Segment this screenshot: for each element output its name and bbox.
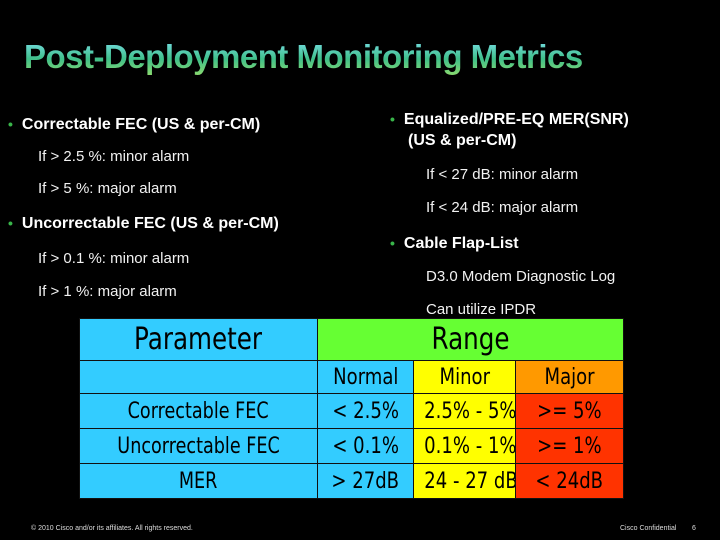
subheader-minor: Minor	[439, 364, 490, 390]
param-cell: MER	[79, 463, 318, 499]
bullet-dot-icon: •	[390, 111, 395, 127]
subheader-major: Major	[544, 364, 595, 390]
normal-value: < 2.5%	[332, 398, 399, 424]
bullet-label: Correctable FEC (US & per-CM)	[21, 116, 261, 133]
bullet-uncorrectable-fec: • Uncorrectable FEC (US & per-CM)	[8, 214, 279, 233]
major-cell: >= 5%	[515, 393, 624, 429]
sub-item-mer-major: If < 24 dB: major alarm	[426, 199, 579, 216]
major-cell: >= 1%	[515, 428, 624, 464]
bullet-dot-icon: •	[8, 215, 13, 231]
normal-cell: > 27dB	[317, 463, 414, 499]
table-row: MER > 27dB 24 - 27 dB < 24dB	[79, 463, 624, 499]
table-header-row: Parameter Range	[79, 318, 624, 361]
bullet-mer: • Equalized/PRE-EQ MER(SNR)	[390, 110, 629, 129]
minor-cell: 0.1% - 1%	[413, 428, 516, 464]
sub-item-correctable-major: If > 5 %: major alarm	[38, 180, 177, 197]
param-cell: Uncorrectable FEC	[79, 428, 318, 464]
subheader-normal-cell: Normal	[317, 360, 414, 394]
table-row: Correctable FEC < 2.5% 2.5% - 5% >= 5%	[79, 393, 624, 429]
param-name: Correctable FEC	[127, 398, 270, 424]
minor-value: 0.1% - 1%	[424, 433, 516, 459]
bullet-correctable-fec: • Correctable FEC (US & per-CM)	[8, 115, 260, 134]
minor-value: 2.5% - 5%	[424, 398, 516, 424]
slide-title: Post-Deployment Monitoring Metrics	[24, 38, 583, 75]
param-cell: Correctable FEC	[79, 393, 318, 429]
sub-item-uncorrectable-major: If > 1 %: major alarm	[38, 283, 177, 300]
minor-cell: 24 - 27 dB	[413, 463, 516, 499]
footer-page-number: 6	[692, 525, 696, 532]
bullet-label: Cable Flap-List	[403, 235, 519, 252]
major-value: >= 1%	[537, 433, 602, 459]
major-cell: < 24dB	[515, 463, 624, 499]
subheader-minor-cell: Minor	[413, 360, 516, 394]
param-name: MER	[179, 468, 218, 494]
header-range: Range	[431, 322, 510, 357]
major-value: >= 5%	[537, 398, 602, 424]
subheader-empty-cell	[79, 360, 318, 394]
bullet-label-line1: Equalized/PRE-EQ MER(SNR)	[403, 111, 629, 128]
sub-item-correctable-minor: If > 2.5 %: minor alarm	[38, 148, 190, 165]
normal-cell: < 0.1%	[317, 428, 414, 464]
subheader-normal: Normal	[332, 364, 399, 390]
bullet-dot-icon: •	[390, 235, 395, 251]
normal-value: > 27dB	[331, 468, 400, 494]
bullet-label: Uncorrectable FEC (US & per-CM)	[21, 215, 279, 232]
bullet-mer-line2: (US & per-CM)	[408, 132, 517, 149]
normal-cell: < 2.5%	[317, 393, 414, 429]
table-subheader-row: Normal Minor Major	[79, 360, 624, 394]
sub-item-uncorrectable-minor: If > 0.1 %: minor alarm	[38, 250, 190, 267]
minor-cell: 2.5% - 5%	[413, 393, 516, 429]
footer-copyright: © 2010 Cisco and/or its affiliates. All …	[31, 525, 193, 532]
bullet-dot-icon: •	[8, 116, 13, 132]
minor-value: 24 - 27 dB	[424, 468, 516, 494]
subheader-major-cell: Major	[515, 360, 624, 394]
bullet-flap-list: • Cable Flap-List	[390, 234, 519, 253]
param-name: Uncorrectable FEC	[117, 433, 280, 459]
header-parameter: Parameter	[134, 322, 263, 357]
header-parameter-cell: Parameter	[79, 318, 318, 361]
sub-item-flap-diagnostic-log: D3.0 Modem Diagnostic Log	[426, 268, 616, 285]
metrics-table: Parameter Range Normal Minor Major Corre…	[79, 318, 624, 499]
major-value: < 24dB	[535, 468, 604, 494]
normal-value: < 0.1%	[332, 433, 399, 459]
sub-item-flap-ipdr: Can utilize IPDR	[426, 301, 537, 318]
header-range-cell: Range	[317, 318, 624, 361]
footer-confidential: Cisco Confidential	[620, 525, 677, 532]
sub-item-mer-minor: If < 27 dB: minor alarm	[426, 166, 579, 183]
table-row: Uncorrectable FEC < 0.1% 0.1% - 1% >= 1%	[79, 428, 624, 464]
